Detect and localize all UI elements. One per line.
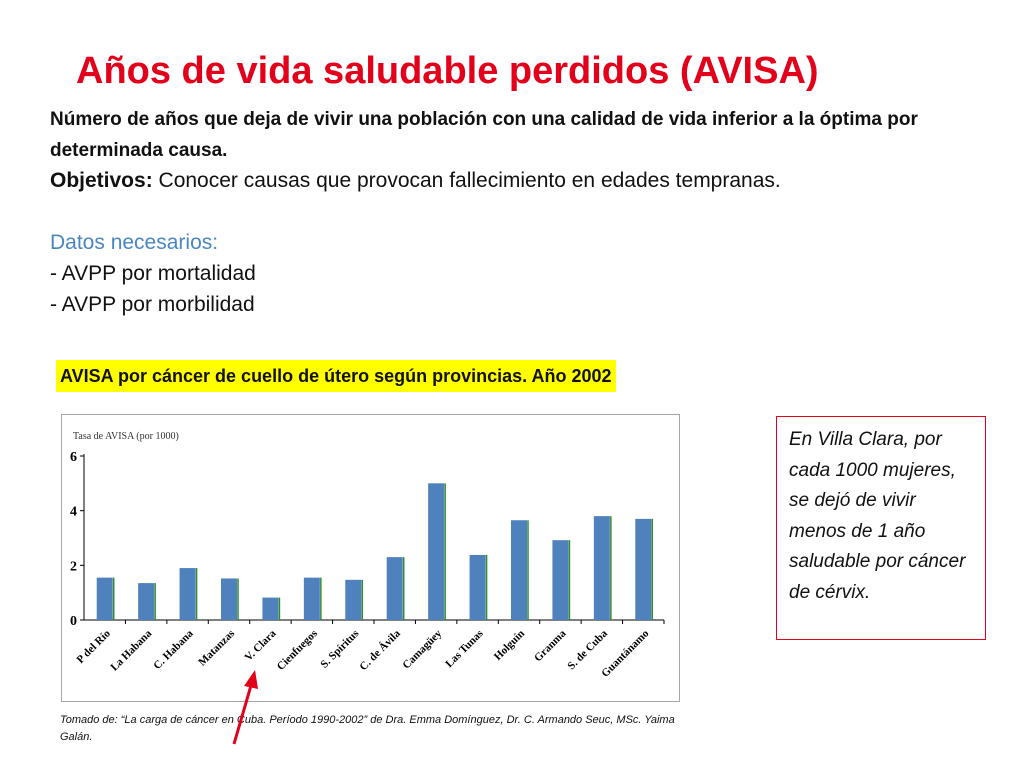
bar-9 [469, 554, 486, 620]
note-box: En Villa Clara, por cada 1000 mujeres, s… [776, 416, 986, 640]
chart-caption: AVISA por cáncer de cuello de útero segú… [56, 360, 616, 392]
x-category-label: V. Clara [243, 627, 279, 663]
bar-1 [138, 583, 155, 620]
bar-11 [552, 540, 569, 620]
required-data-list: - AVPP por mortalidad - AVPP por morbili… [50, 258, 256, 320]
y-tick-label: 0 [70, 614, 77, 629]
bar-10 [511, 520, 527, 620]
pointer-arrow-icon [232, 670, 258, 745]
required-item-mortality: - AVPP por mortalidad [50, 262, 256, 285]
x-category-label: Holguín [492, 628, 527, 663]
required-item-morbidity: - AVPP por morbilidad [50, 293, 255, 316]
x-category-label: Camagüey [400, 627, 444, 671]
y-tick-label: 6 [70, 450, 77, 465]
y-axis-label: Tasa de AVISA (por 1000) [73, 431, 179, 442]
bar-12 [593, 516, 610, 620]
note-text: En Villa Clara, por cada 1000 mujeres, s… [789, 429, 966, 603]
bar-chart: Tasa de AVISA (por 1000) 0 2 4 6 P del RíoLa … [70, 431, 665, 680]
bar-2 [179, 568, 196, 620]
x-category-label: La Habana [108, 627, 154, 673]
chart-frame: Tasa de AVISA (por 1000) 0 2 4 6 P del Río La … [61, 414, 680, 702]
bar-3 [221, 578, 237, 620]
bar-0 [96, 577, 113, 620]
y-tick-label: 2 [70, 559, 77, 574]
x-category-label: C. Habana [151, 627, 196, 672]
bar-8 [428, 483, 445, 620]
slide-title: Años de vida saludable perdidos (AVISA) [76, 50, 819, 92]
definition-text: Número de años que deja de vivir una pob… [50, 109, 918, 161]
x-category-label: S. de Cuba [565, 627, 610, 672]
x-category-label: Granma [532, 627, 569, 664]
bar-5 [303, 577, 320, 620]
bar-6 [345, 579, 362, 620]
x-category-label: P del Río [75, 627, 114, 666]
objectives-line: Objetivos: Conocer causas que provocan f… [50, 166, 990, 196]
x-category-label: Las Tunas [443, 627, 486, 670]
x-category-label: Cienfuegos [275, 627, 321, 673]
bar-4 [262, 597, 279, 620]
objectives-label: Objetivos: [50, 169, 153, 192]
y-tick-label: 4 [70, 505, 77, 520]
source-note: Tomado de: “La carga de cáncer en Cuba. … [60, 714, 675, 743]
required-data-heading: Datos necesarios: [50, 231, 219, 254]
objectives-text: Conocer causas que provocan fallecimient… [152, 169, 781, 192]
x-category-label: C. de Ávila [357, 627, 403, 673]
bar-13 [635, 518, 652, 620]
bar-7 [386, 557, 403, 620]
x-category-label: S. Spíritus [318, 627, 362, 671]
